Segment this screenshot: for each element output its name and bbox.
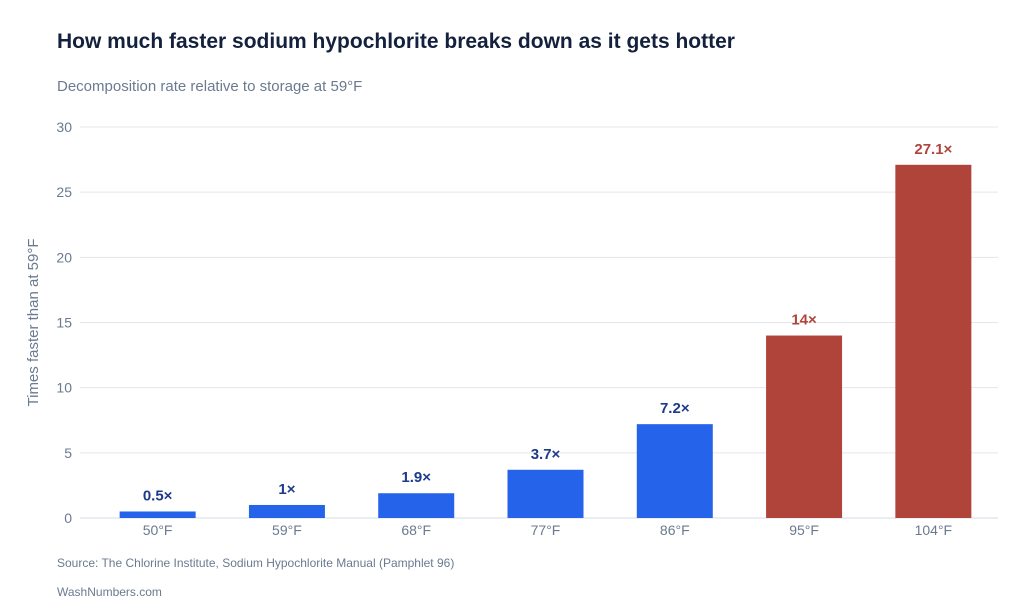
y-tick-label: 25 [56,184,72,200]
bar [766,335,843,518]
data-label: 14× [791,312,817,329]
x-tick-label: 104°F [915,522,953,538]
data-label: 1.9× [401,469,431,486]
y-tick-label: 20 [56,249,72,265]
y-tick-label: 5 [64,445,72,461]
x-tick-label: 59°F [272,522,302,538]
y-tick-label: 0 [64,510,72,526]
bar [248,504,325,518]
y-axis-ticks: 0 5 10 15 20 25 30 [56,119,72,526]
source-note: Source: The Chlorine Institute, Sodium H… [57,556,455,570]
chart-title: How much faster sodium hypochlorite brea… [57,30,735,53]
bar [636,424,713,518]
y-tick-label: 15 [56,315,72,331]
x-tick-label: 86°F [660,522,690,538]
bar [507,469,584,518]
data-label: 0.5× [143,487,173,504]
y-tick-label: 10 [56,380,72,396]
x-axis-ticks: 50°F 59°F 68°F 77°F 86°F 95°F 104°F [143,522,952,538]
x-tick-label: 77°F [531,522,561,538]
brand-name: WashNumbers.com [57,585,162,599]
data-label: 3.7× [531,446,561,463]
chart-subtitle: Decomposition rate relative to storage a… [57,78,363,95]
data-label: 27.1× [914,141,952,158]
data-label: 1× [278,481,295,498]
x-tick-label: 50°F [143,522,173,538]
x-tick-label: 95°F [789,522,819,538]
y-tick-label: 30 [56,119,72,135]
x-tick-label: 68°F [401,522,431,538]
bar [378,493,455,518]
data-labels: 0.5× 1× 1.9× 3.7× 7.2× 14× 27.1× [143,141,953,505]
y-axis-label: Times faster than at 59°F [25,238,42,406]
bars [119,164,972,518]
data-label: 7.2× [660,400,690,417]
gridlines [80,126,998,519]
bar [119,511,196,518]
bar [895,164,972,518]
